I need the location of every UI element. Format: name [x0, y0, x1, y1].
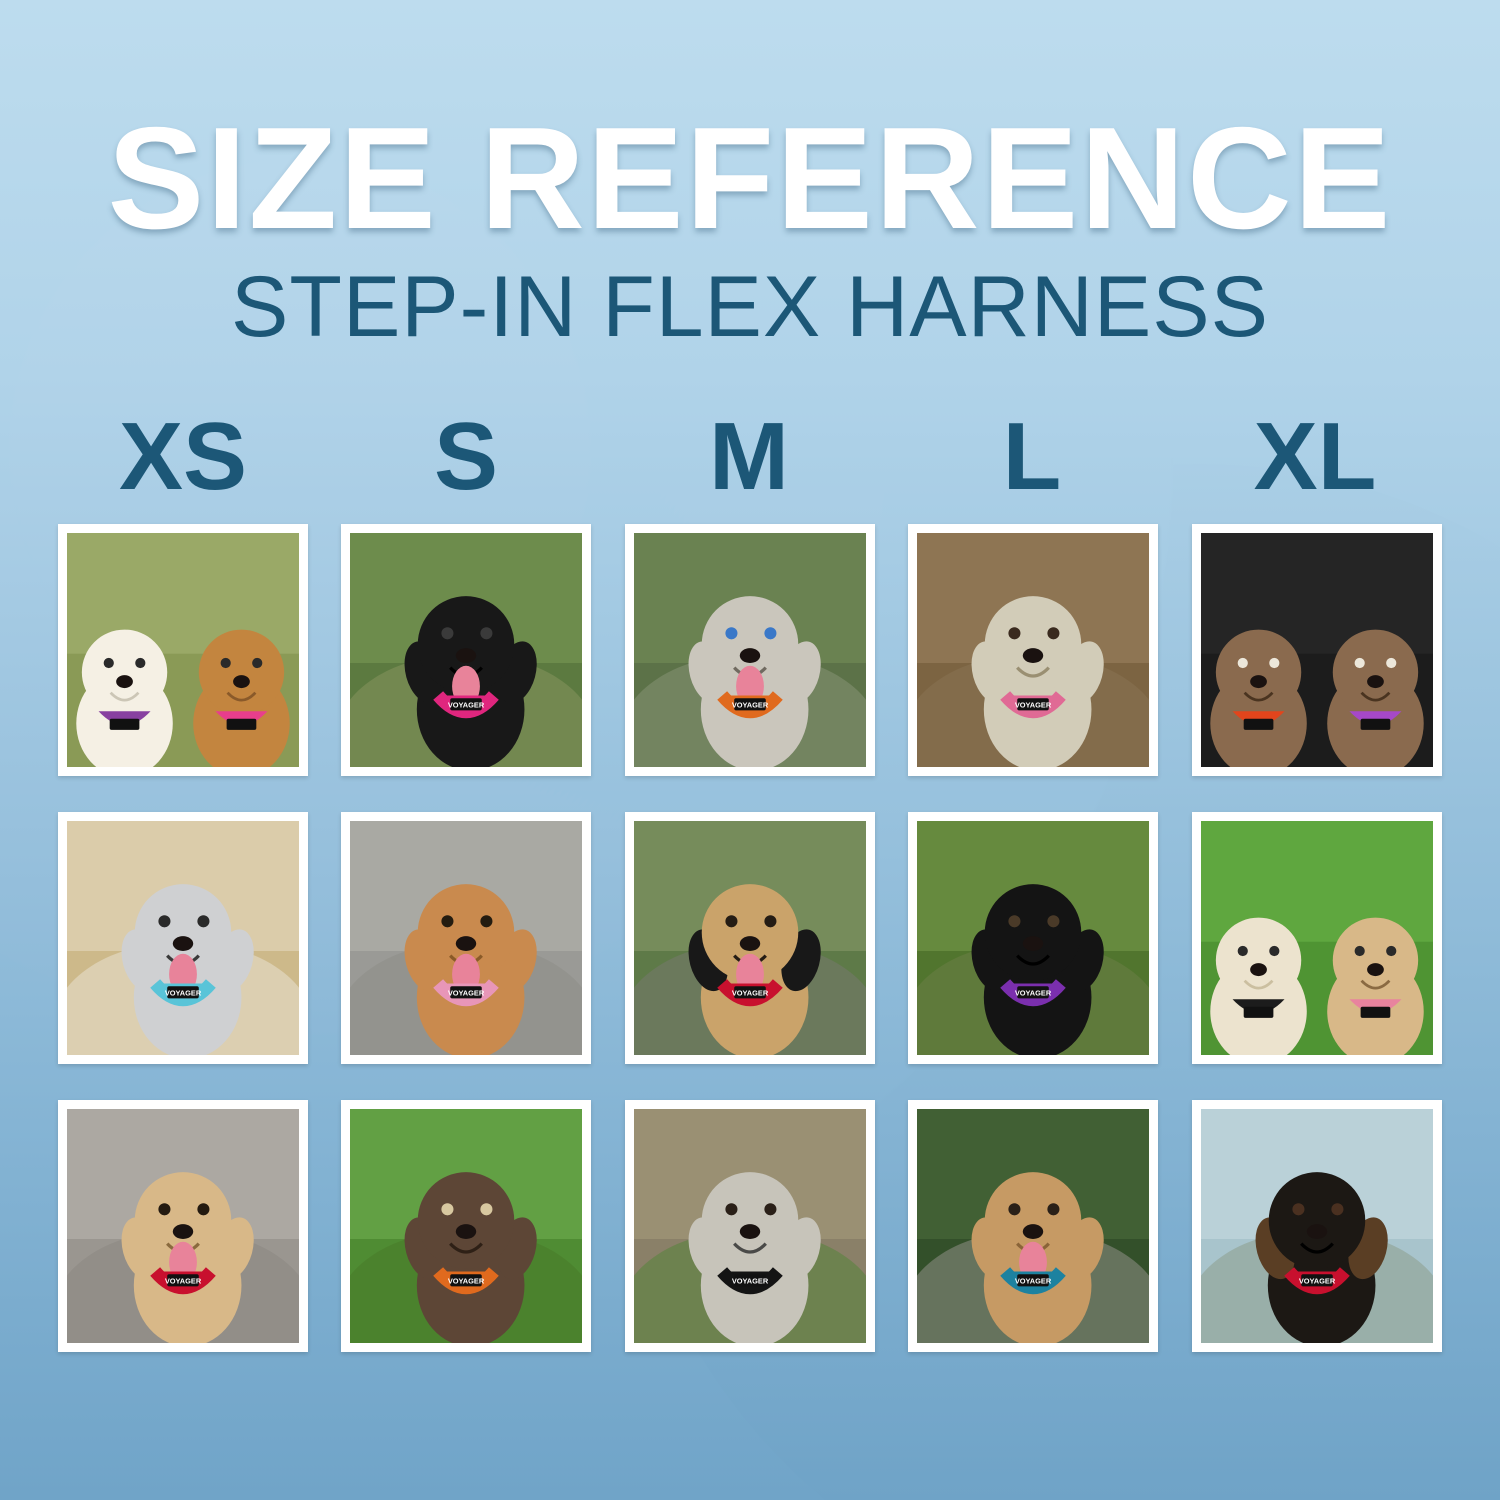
svg-text:VOYAGER: VOYAGER — [732, 1277, 769, 1286]
svg-text:VOYAGER: VOYAGER — [448, 1277, 485, 1286]
svg-text:VOYAGER: VOYAGER — [732, 701, 769, 710]
svg-text:VOYAGER: VOYAGER — [165, 1277, 202, 1286]
svg-text:VOYAGER: VOYAGER — [448, 989, 485, 998]
svg-text:VOYAGER: VOYAGER — [1015, 1277, 1052, 1286]
svg-text:VOYAGER: VOYAGER — [1015, 701, 1052, 710]
svg-text:VOYAGER: VOYAGER — [732, 989, 769, 998]
svg-text:VOYAGER: VOYAGER — [165, 989, 202, 998]
svg-text:VOYAGER: VOYAGER — [448, 701, 485, 710]
svg-text:VOYAGER: VOYAGER — [1298, 1277, 1335, 1286]
svg-text:VOYAGER: VOYAGER — [1015, 989, 1052, 998]
